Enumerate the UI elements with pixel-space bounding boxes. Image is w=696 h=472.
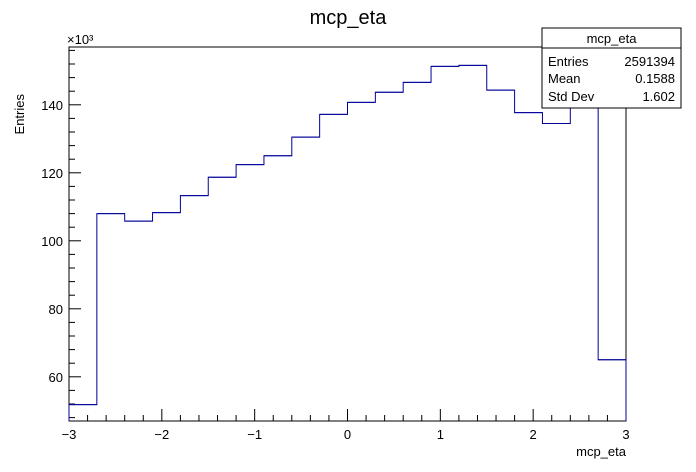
stats-title: mcp_eta xyxy=(587,31,638,46)
x-tick-label: 1 xyxy=(437,427,444,442)
y-multiplier-label: ×10³ xyxy=(67,32,94,47)
y-tick-label: 140 xyxy=(41,98,63,113)
stats-value-stddev: 1.602 xyxy=(642,89,675,104)
x-axis-ticks: −3 −2 −1 0 1 2 3 xyxy=(62,409,630,442)
stats-label-stddev: Std Dev xyxy=(548,89,595,104)
x-tick-label: −1 xyxy=(247,427,262,442)
x-tick-label: 3 xyxy=(622,427,629,442)
chart-title: mcp_eta xyxy=(310,7,388,29)
y-axis-ticks: 60 80 100 120 140 xyxy=(41,49,81,419)
y-tick-label: 120 xyxy=(41,166,63,181)
stats-label-mean: Mean xyxy=(548,71,581,86)
x-axis-title: mcp_eta xyxy=(576,444,627,459)
stats-value-entries: 2591394 xyxy=(624,54,675,69)
stats-label-entries: Entries xyxy=(548,54,589,69)
stats-box: mcp_eta Entries 2591394 Mean 0.1588 Std … xyxy=(541,27,682,109)
x-tick-label: 2 xyxy=(530,427,537,442)
y-axis-title: Entries xyxy=(12,94,27,135)
y-tick-label: 100 xyxy=(41,234,63,249)
x-tick-label: −3 xyxy=(62,427,77,442)
y-tick-label: 60 xyxy=(49,370,63,385)
stats-value-mean: 0.1588 xyxy=(635,71,675,86)
x-tick-label: 0 xyxy=(344,427,351,442)
stats-box-frame xyxy=(541,27,682,109)
histogram-outline xyxy=(68,53,627,421)
x-tick-label: −2 xyxy=(154,427,169,442)
y-tick-label: 80 xyxy=(49,302,63,317)
